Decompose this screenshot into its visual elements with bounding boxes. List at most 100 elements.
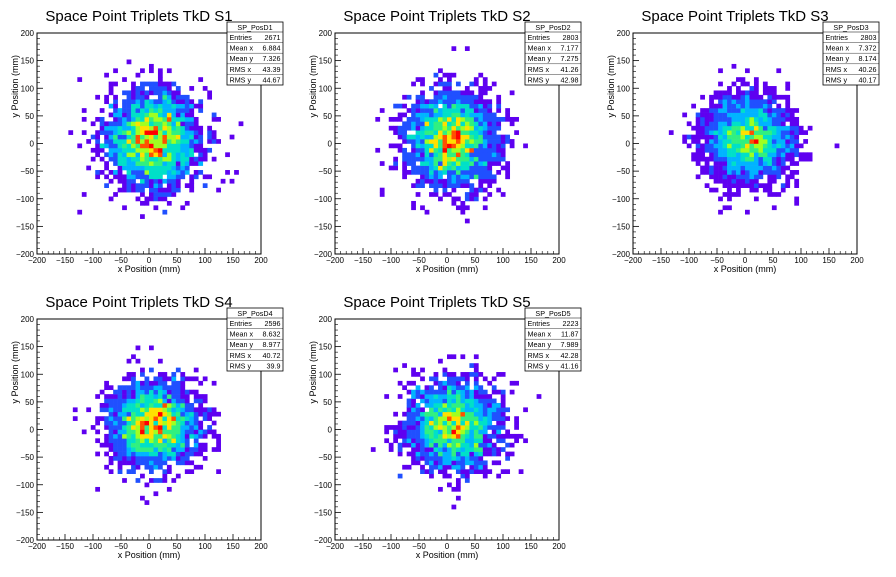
x-tick-label: 0: [445, 542, 450, 551]
histogram-bin: [442, 183, 448, 188]
histogram-bin: [104, 420, 109, 426]
histogram-bin: [438, 116, 443, 122]
histogram-bin: [736, 86, 741, 91]
histogram-bin: [487, 438, 493, 444]
histogram-bin: [393, 125, 399, 131]
histogram-bin: [193, 407, 199, 413]
y-tick-label: 150: [21, 57, 35, 66]
histogram-bin: [393, 425, 399, 430]
histogram-bin: [415, 103, 421, 109]
histogram-bin: [126, 411, 132, 417]
histogram-bin: [700, 112, 705, 118]
histogram-bin: [193, 398, 199, 404]
histogram-bin: [135, 420, 141, 426]
histogram-bin: [695, 134, 701, 140]
histogram-bin: [149, 380, 154, 386]
histogram-bin: [762, 86, 768, 91]
histogram-bin: [166, 134, 172, 140]
histogram-bin: [135, 183, 141, 188]
histogram-bin: [149, 134, 154, 140]
y-tick-label: 200: [21, 315, 35, 324]
histogram-bin: [162, 192, 168, 197]
histogram-bin: [433, 192, 439, 197]
histogram-bin: [104, 385, 109, 391]
histogram-bin: [473, 143, 479, 149]
histogram-bin: [424, 125, 430, 131]
histogram-bin: [455, 433, 461, 439]
histogram-bin: [113, 112, 118, 118]
y-tick-label: 50: [25, 112, 34, 121]
histogram-bin: [731, 156, 737, 162]
histogram-bin: [144, 108, 150, 113]
histogram-bin: [171, 394, 177, 399]
histogram-bin: [108, 456, 114, 461]
histogram-bin: [420, 81, 425, 87]
histogram-bin: [433, 407, 439, 413]
histogram-bin: [447, 407, 452, 413]
stats-value: 42.28: [561, 351, 579, 360]
histogram-bin: [713, 165, 719, 171]
histogram-bin: [149, 147, 154, 153]
histogram-bin: [433, 170, 439, 175]
histogram-bin: [447, 416, 452, 421]
y-axis-label: y Position (mm): [308, 341, 318, 404]
histogram-bin: [727, 147, 732, 153]
histogram-bin: [131, 81, 136, 87]
histogram-bin: [207, 429, 213, 435]
histogram-bin: [375, 147, 381, 153]
histogram-bin: [171, 174, 177, 180]
histogram-bin: [767, 116, 773, 122]
histogram-bin: [406, 116, 412, 122]
histogram-bin: [144, 447, 150, 452]
histogram-bin: [460, 161, 466, 166]
histogram-bin: [157, 81, 163, 87]
histogram-bin: [420, 442, 425, 448]
chart-title: Space Point Triplets TkD S5: [343, 294, 530, 311]
histogram-bin: [149, 429, 154, 435]
histogram-bin: [140, 130, 145, 135]
histogram-bin: [135, 438, 141, 444]
histogram-bin: [180, 438, 186, 444]
histogram-bin: [464, 478, 470, 483]
histogram-bin: [108, 438, 114, 444]
histogram-bin: [402, 433, 407, 439]
stats-value: 7.989: [561, 340, 579, 349]
histogram-bin: [104, 161, 109, 166]
histogram-bin: [171, 380, 177, 386]
histogram-bin: [727, 103, 732, 109]
histogram-bin: [113, 402, 118, 408]
histogram-bin: [442, 94, 448, 100]
histogram-bin: [482, 438, 488, 444]
histogram-bin: [469, 425, 475, 430]
histogram-bin: [718, 165, 723, 171]
histogram-bin: [727, 90, 732, 96]
histogram-bin: [478, 134, 484, 140]
histogram-bin: [171, 451, 177, 457]
histogram-bin: [464, 380, 470, 386]
histogram-bin: [171, 407, 177, 413]
histogram-bin: [140, 389, 145, 395]
histogram-bin: [166, 178, 172, 184]
stats-label: Mean y: [826, 54, 850, 63]
histogram-bin: [767, 178, 773, 184]
histogram-bin: [771, 134, 777, 140]
histogram-bin: [175, 125, 181, 131]
histogram-bin: [767, 192, 773, 197]
histogram-bin: [727, 152, 732, 158]
histogram-bin: [193, 438, 199, 444]
histogram-bin: [758, 108, 764, 113]
histogram-bin: [126, 429, 132, 435]
histogram-bin: [234, 170, 239, 175]
histogram-bin: [122, 456, 127, 461]
histogram-bin: [81, 116, 87, 122]
histogram-bin: [722, 192, 728, 197]
histogram-bin: [157, 478, 163, 483]
histogram-bin: [691, 103, 697, 109]
histogram-bin: [149, 183, 154, 188]
histogram-bin: [718, 81, 723, 87]
histogram-bin: [420, 416, 425, 421]
histogram-bin: [424, 442, 430, 448]
stats-value: 44.67: [263, 75, 281, 84]
histogram-bin: [794, 134, 800, 140]
histogram-bin: [713, 139, 719, 144]
